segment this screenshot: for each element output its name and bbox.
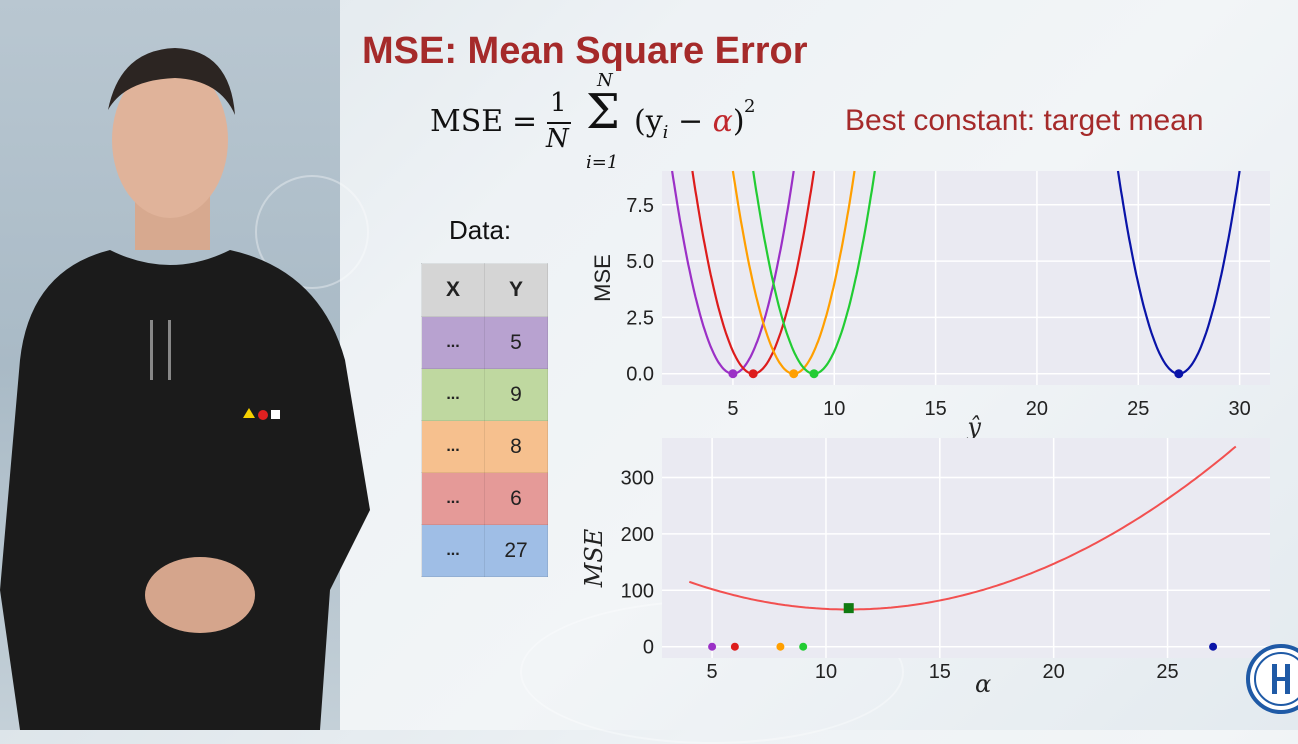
target-point xyxy=(1209,642,1218,651)
y-tick-label: 5.0 xyxy=(626,251,654,273)
formula-body: (yi − α) xyxy=(634,104,745,143)
formula-equals: = xyxy=(512,104,538,139)
minimum-point xyxy=(1174,369,1184,379)
presenter-figure xyxy=(0,48,370,730)
data-label: Data: xyxy=(449,215,512,245)
x-tick-label: 30 xyxy=(1228,398,1250,420)
x-axis-label: ŷ xyxy=(966,413,981,441)
mse-formula: MSE = 1 N N Σ i=1 (yi − α) 2 xyxy=(430,70,770,178)
plot-area xyxy=(662,171,1270,385)
table-header-row: X Y xyxy=(421,263,548,317)
y-axis-label: MSE xyxy=(580,528,608,588)
minimum-marker xyxy=(843,603,854,614)
table-row: ... 5 xyxy=(421,316,548,369)
cell-x: ... xyxy=(421,316,485,369)
x-tick-label: 5 xyxy=(727,398,738,420)
cell-y: 9 xyxy=(484,368,548,421)
target-point xyxy=(708,642,717,651)
cell-x: ... xyxy=(421,420,485,473)
y-tick-label: 2.5 xyxy=(626,307,654,329)
target-point xyxy=(799,642,808,651)
formula-sum-upper: N xyxy=(597,70,613,91)
minimum-point xyxy=(809,369,819,379)
y-tick-label: 300 xyxy=(621,467,654,489)
best-constant-note: Best constant: target mean xyxy=(845,104,1204,137)
table-row: ... 8 xyxy=(421,420,548,473)
x-axis-label: α xyxy=(975,670,991,698)
formula-exponent: 2 xyxy=(744,96,756,117)
university-logo xyxy=(1246,644,1298,714)
x-tick-label: 25 xyxy=(1127,398,1149,420)
data-table: X Y ... 5 ... 9 ... 8 ... 6 ... 27 xyxy=(421,263,548,577)
mse-vs-alpha-chart: 5 10 15 20 25 0 100 200 300 MSE α xyxy=(580,438,1270,698)
cell-y: 8 xyxy=(484,420,548,473)
sigma-icon: Σ xyxy=(586,84,620,140)
table-row: ... 27 xyxy=(421,524,548,577)
y-tick-label: 100 xyxy=(621,580,654,602)
minimum-point xyxy=(789,369,799,379)
cell-y: 27 xyxy=(484,524,548,577)
formula-body-close: ) xyxy=(732,104,745,139)
y-tick-label: 0 xyxy=(643,637,654,659)
slide-title: MSE: Mean Square Error xyxy=(362,30,808,72)
x-tick-label: 15 xyxy=(929,661,951,683)
formula-alpha: α xyxy=(712,104,733,139)
formula-lhs: MSE xyxy=(430,104,504,139)
x-tick-label: 20 xyxy=(1026,398,1048,420)
x-tick-label: 10 xyxy=(815,661,837,683)
y-tick-label: 200 xyxy=(621,524,654,546)
cell-x: ... xyxy=(421,472,485,525)
x-tick-label: 10 xyxy=(823,398,845,420)
table-row: ... 9 xyxy=(421,368,548,421)
formula-body-sub: i xyxy=(662,122,669,143)
column-header-y: Y xyxy=(484,263,548,317)
formula-numerator: 1 xyxy=(550,88,567,118)
x-tick-label: 15 xyxy=(924,398,946,420)
cell-y: 5 xyxy=(484,316,548,369)
formula-sum-lower: i=1 xyxy=(586,152,619,173)
cell-x: ... xyxy=(421,368,485,421)
formula-body-minus: − xyxy=(668,104,713,139)
plot-area xyxy=(662,438,1270,658)
column-header-x: X xyxy=(421,263,485,317)
x-tick-label: 5 xyxy=(707,661,718,683)
minimum-point xyxy=(728,369,738,379)
x-tick-label: 20 xyxy=(1043,661,1065,683)
formula-body-prefix: (y xyxy=(634,104,663,139)
mse-curve xyxy=(688,445,1237,611)
cell-x: ... xyxy=(421,524,485,577)
y-tick-label: 0.0 xyxy=(626,364,654,386)
formula-fraction-bar xyxy=(547,122,571,124)
target-point xyxy=(730,642,739,651)
formula-denominator: N xyxy=(546,124,569,154)
x-tick-label: 25 xyxy=(1156,661,1178,683)
background-decoration xyxy=(255,175,369,289)
cell-y: 6 xyxy=(484,472,548,525)
y-tick-label: 7.5 xyxy=(626,195,654,217)
table-row: ... 6 xyxy=(421,472,548,525)
target-point xyxy=(776,642,785,651)
y-axis-label: MSE xyxy=(590,254,615,302)
minimum-point xyxy=(748,369,758,379)
mse-per-target-chart: 5 10 15 20 25 30 0.0 2.5 5.0 7.5 MSE ŷ xyxy=(590,170,1270,441)
